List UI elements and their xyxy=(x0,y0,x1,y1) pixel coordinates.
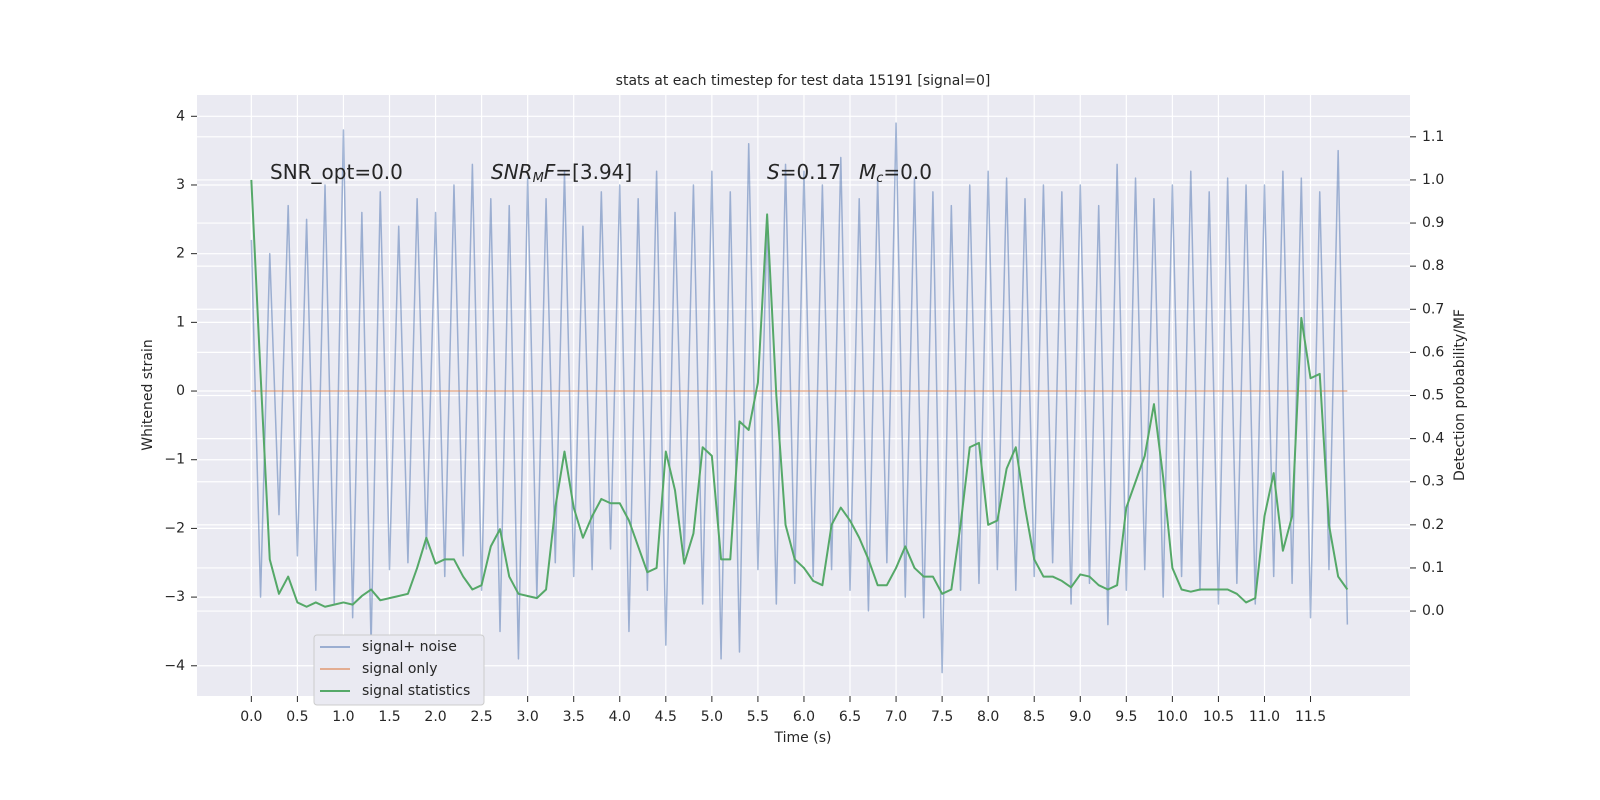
legend-label: signal+ noise xyxy=(362,639,457,655)
y2-tick-label: 1.0 xyxy=(1422,172,1444,188)
annotation: SNRMF=[3.94] xyxy=(491,160,632,186)
y-tick-label: 2 xyxy=(176,246,185,262)
y2-tick-label: 0.5 xyxy=(1422,388,1444,404)
x-tick-label: 1.5 xyxy=(378,709,400,725)
series-line xyxy=(250,179,1349,608)
x-tick-label: 1.0 xyxy=(332,709,354,725)
x-tick-label: 3.0 xyxy=(517,709,539,725)
annotation-part: F xyxy=(544,160,556,184)
y2-tick-label: 0.4 xyxy=(1422,431,1444,447)
x-tick-label: 10.5 xyxy=(1203,709,1234,725)
annotation: S=0.17 xyxy=(767,160,841,184)
x-tick-label: 3.5 xyxy=(563,709,585,725)
legend-box xyxy=(313,634,485,706)
x-tick-label: 2.5 xyxy=(470,709,492,725)
y2-tick-label: 0.2 xyxy=(1422,517,1444,533)
y2-tick-label: 0.6 xyxy=(1422,344,1444,360)
x-tick-label: 9.5 xyxy=(1115,709,1137,725)
x-tick-label: 11.5 xyxy=(1295,709,1326,725)
annotation-part: SNR_opt=0.0 xyxy=(270,160,403,184)
annotation-part: =0.17 xyxy=(780,160,841,184)
y2-tick-label: 0.9 xyxy=(1422,215,1444,231)
y-tick-label: 3 xyxy=(176,177,185,193)
annotation: SNR_opt=0.0 xyxy=(270,160,403,184)
annotation-part: =0.0 xyxy=(883,160,932,184)
x-tick-label: 9.0 xyxy=(1069,709,1091,725)
x-tick-label: 7.0 xyxy=(885,709,907,725)
y2-tick-label: 1.1 xyxy=(1422,129,1444,145)
legend-label: signal statistics xyxy=(362,683,470,699)
annotation-part: M xyxy=(533,171,544,186)
x-tick-label: 5.5 xyxy=(747,709,769,725)
y-tick-label: 1 xyxy=(176,314,185,330)
annotation-part: SNR xyxy=(491,160,533,184)
x-tick-label: 6.0 xyxy=(793,709,815,725)
y-axis-label: Whitened strain xyxy=(140,339,156,450)
y2-tick-label: 0.0 xyxy=(1422,603,1444,619)
x-axis-label: Time (s) xyxy=(774,730,832,746)
y2-tick-label: 0.8 xyxy=(1422,258,1444,274)
y-tick-label: 0 xyxy=(176,383,185,399)
annotation-part: =[3.94] xyxy=(555,160,632,184)
y2-axis-label: Detection probability/MF xyxy=(1452,309,1468,481)
y2-tick-label: 0.3 xyxy=(1422,474,1444,490)
x-tick-label: 8.0 xyxy=(977,709,999,725)
x-tick-label: 11.0 xyxy=(1249,709,1280,725)
y-tick-label: −3 xyxy=(164,589,185,605)
legend-label: signal only xyxy=(362,661,437,677)
annotation-part: S xyxy=(767,160,780,184)
y-tick-label: −1 xyxy=(164,452,185,468)
annotation: Mc=0.0 xyxy=(859,160,932,186)
y2-tick-label: 0.7 xyxy=(1422,301,1444,317)
y-tick-label: −4 xyxy=(164,658,185,674)
x-tick-label: 0.5 xyxy=(286,709,308,725)
x-tick-label: 10.0 xyxy=(1157,709,1188,725)
x-tick-label: 2.0 xyxy=(424,709,446,725)
x-tick-label: 4.5 xyxy=(655,709,677,725)
x-tick-label: 7.5 xyxy=(931,709,953,725)
x-tick-label: 8.5 xyxy=(1023,709,1045,725)
x-tick-label: 0.0 xyxy=(240,709,262,725)
chart-title: stats at each timestep for test data 151… xyxy=(616,73,991,89)
y-tick-label: −2 xyxy=(164,520,185,536)
series-line xyxy=(250,122,1349,674)
y2-tick-label: 0.1 xyxy=(1422,560,1444,576)
annotation-part: c xyxy=(876,171,883,186)
x-tick-label: 5.0 xyxy=(701,709,723,725)
annotation-part: M xyxy=(859,160,876,184)
x-tick-label: 6.5 xyxy=(839,709,861,725)
x-tick-label: 4.0 xyxy=(609,709,631,725)
y-tick-label: 4 xyxy=(176,108,185,124)
